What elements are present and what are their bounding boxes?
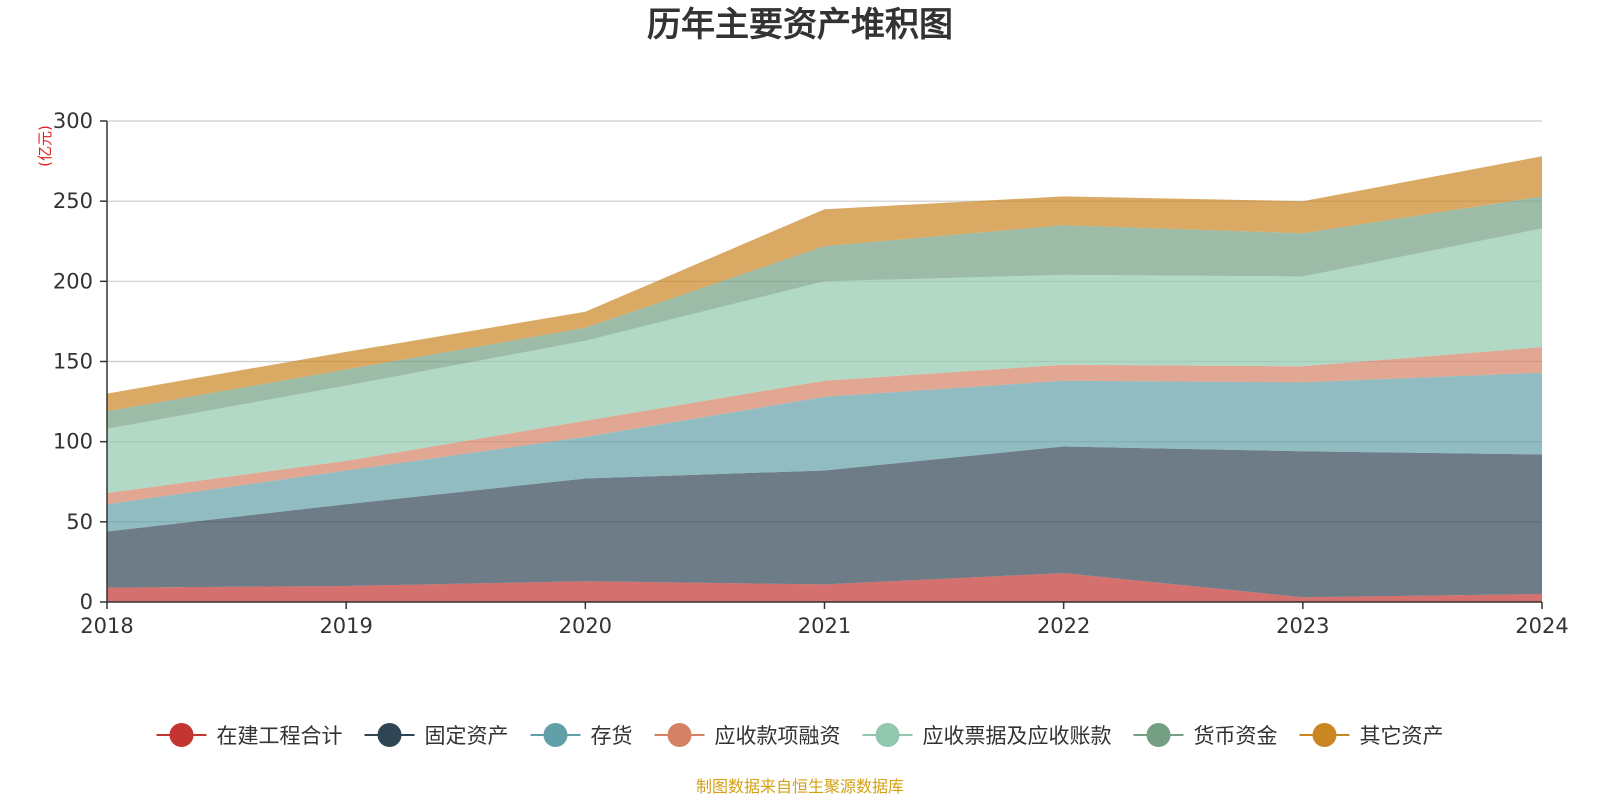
chart-title: 历年主要资产堆积图 <box>647 5 953 45</box>
legend-marker-icon <box>875 723 900 747</box>
legend-label: 应收票据及应收账款 <box>923 724 1112 748</box>
area-series-1 <box>107 573 1542 602</box>
x-tick-label-2024: 2024 <box>1515 614 1568 638</box>
y-tick-label-50: 50 <box>66 510 93 534</box>
x-tick-label-2019: 2019 <box>319 614 372 638</box>
y-tick-label-200: 200 <box>53 269 93 293</box>
legend-item-7[interactable]: 其它资产 <box>1299 723 1444 748</box>
y-tick-label-300: 300 <box>53 109 93 133</box>
area-series-2 <box>107 446 1542 598</box>
legend-item-3[interactable]: 存货 <box>530 723 633 748</box>
x-tick-label-2018: 2018 <box>80 614 133 638</box>
x-tick-label-2020: 2020 <box>559 614 612 638</box>
legend-item-1[interactable]: 在建工程合计 <box>156 723 343 748</box>
area-series <box>107 156 1542 602</box>
legend-label: 应收款项融资 <box>715 724 841 748</box>
y-tick-label-250: 250 <box>53 189 93 213</box>
y-tick-label-0: 0 <box>80 590 93 614</box>
legend-marker-icon <box>377 723 402 747</box>
axes: 0 50 100 150 200 250 300 2018 2019 2020 2021 2022 20… <box>53 109 1569 638</box>
legend-marker-icon <box>667 723 692 747</box>
legend-item-4[interactable]: 应收款项融资 <box>654 723 841 748</box>
legend-item-6[interactable]: 货币资金 <box>1133 723 1278 748</box>
legend-item-5[interactable]: 应收票据及应收账款 <box>862 723 1112 748</box>
y-unit-label: (亿元) <box>36 125 54 167</box>
area-series-3 <box>107 372 1542 532</box>
legend-marker-icon <box>169 723 194 747</box>
y-tick-label-150: 150 <box>53 350 93 374</box>
legend-marker-icon <box>1312 723 1337 747</box>
x-tick-label-2022: 2022 <box>1037 614 1090 638</box>
legend-label: 存货 <box>591 724 633 748</box>
area-series-7 <box>107 156 1542 412</box>
source-note: 制图数据来自恒生聚源数据库 <box>696 777 904 796</box>
legend-item-2[interactable]: 固定资产 <box>364 723 509 748</box>
area-series-6 <box>107 196 1542 429</box>
legend-marker-icon <box>1146 723 1171 747</box>
x-tick-label-2023: 2023 <box>1276 614 1329 638</box>
legend-label: 在建工程合计 <box>217 724 343 748</box>
legend-marker-icon <box>543 723 568 747</box>
area-series-5 <box>107 228 1542 493</box>
legend-label: 其它资产 <box>1360 724 1444 748</box>
area-series-4 <box>107 347 1542 505</box>
x-tick-label-2021: 2021 <box>798 614 851 638</box>
legend-label: 货币资金 <box>1194 724 1278 748</box>
legend-label: 固定资产 <box>425 724 509 748</box>
y-tick-label-100: 100 <box>53 430 93 454</box>
legend[interactable]: 在建工程合计 固定资产 存货 应收款项融资 应收票据及应收账款 货币资金 其它资产 <box>156 723 1444 748</box>
